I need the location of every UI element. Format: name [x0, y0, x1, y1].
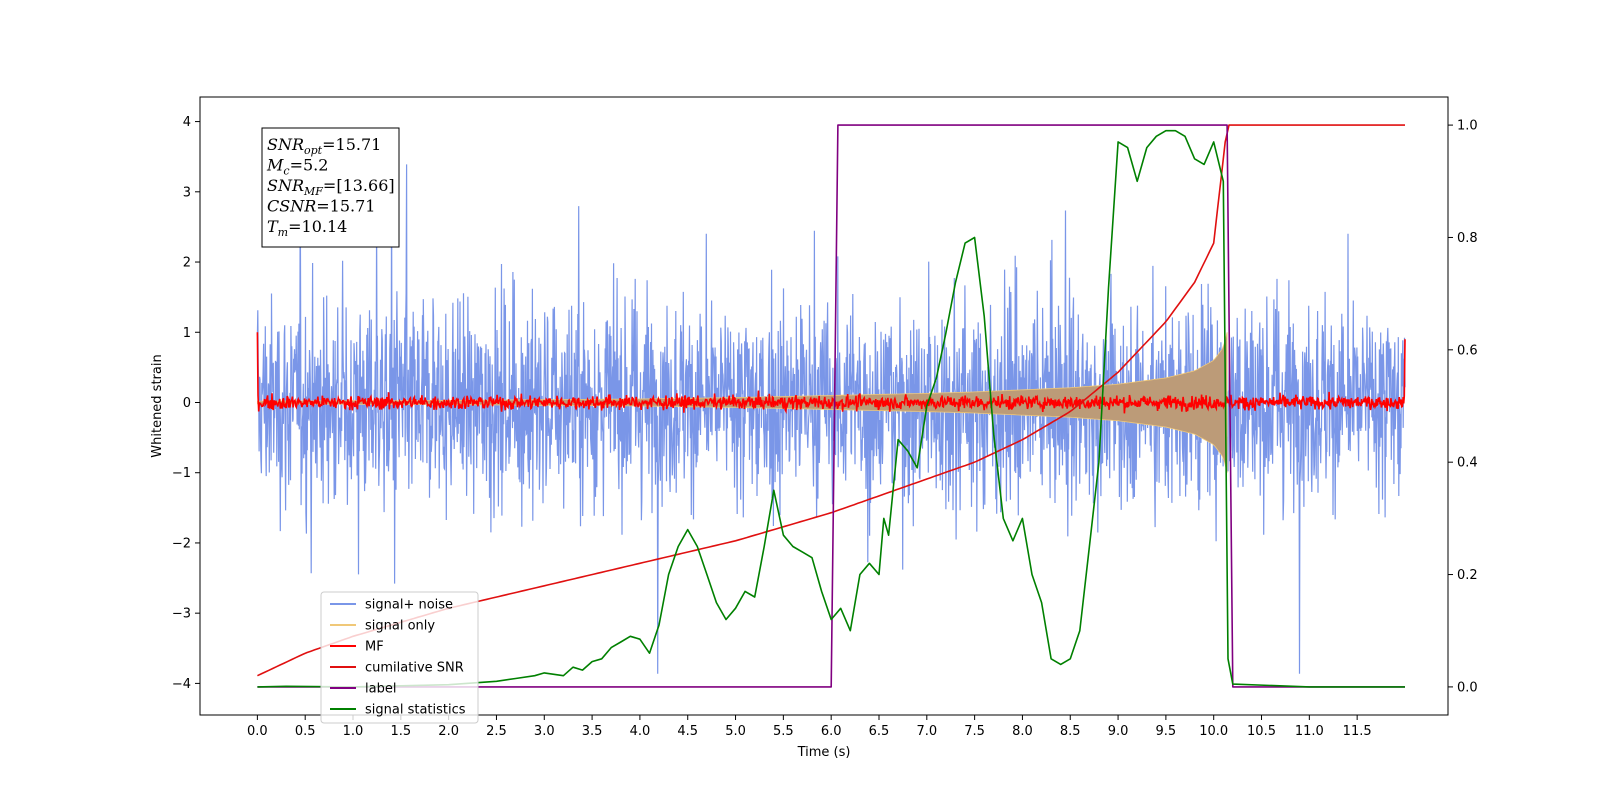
x-tick-label: 9.5: [1156, 724, 1177, 739]
y-right-tick-label: 0.8: [1457, 231, 1478, 246]
y-left-tick-label: 3: [183, 185, 191, 200]
legend-label-signal-only: signal only: [365, 619, 435, 634]
legend: signal+ noise signal only MF cumilative SNR…: [320, 591, 479, 724]
x-tick-label: 4.0: [630, 724, 651, 739]
x-tick-label: 1.0: [343, 724, 364, 739]
y-left-tick-label: −4: [172, 677, 191, 692]
x-tick-label: 7.0: [916, 724, 937, 739]
x-tick-label: 1.5: [390, 724, 411, 739]
annotation-line: SNRMF=[13.66]: [267, 176, 395, 198]
annotation-line: Mc=5.2: [266, 156, 328, 178]
legend-label-cumilative-snr: cumilative SNR: [365, 661, 464, 676]
x-tick-label: 11.5: [1343, 724, 1372, 739]
x-tick-label: 7.5: [964, 724, 985, 739]
annotation-box: SNRopt=15.71Mc=5.2SNRMF=[13.66]CSNR=15.7…: [261, 127, 400, 248]
legend-label-label: label: [365, 682, 396, 697]
y-right-tick-label: 0.4: [1457, 456, 1478, 471]
y-left-tick-label: −3: [172, 607, 191, 622]
series-label: [257, 124, 1405, 688]
y-axis-label: Whitened strain: [150, 354, 165, 457]
annotation-line: SNRopt=15.71: [267, 135, 381, 157]
x-tick-label: 9.0: [1108, 724, 1129, 739]
y-left-tick-label: 4: [183, 115, 191, 130]
annotation-line: Tm=10.14: [267, 217, 347, 239]
plot-frame: [199, 96, 1449, 716]
y-left-tick-label: −1: [172, 466, 191, 481]
y-right-tick-label: 0.2: [1457, 568, 1478, 583]
x-tick-label: 10.5: [1247, 724, 1276, 739]
annotation-frame: [261, 127, 400, 248]
y-right-tick-label: 0.6: [1457, 343, 1478, 358]
legend-label-signal-noise: signal+ noise: [365, 598, 453, 613]
y-left-tick-label: −2: [172, 536, 191, 551]
legend-label-mf: MF: [365, 640, 384, 655]
x-tick-label: 2.5: [486, 724, 507, 739]
x-tick-label: 6.5: [869, 724, 890, 739]
y-left-tick-label: 1: [183, 326, 191, 341]
legend-label-signal-statistics: signal statistics: [365, 703, 466, 718]
x-tick-label: 4.5: [677, 724, 698, 739]
x-tick-label: 2.0: [438, 724, 459, 739]
x-axis-label: Time (s): [797, 745, 851, 760]
x-tick-label: 8.0: [1012, 724, 1033, 739]
series-mf: [256, 332, 1406, 414]
x-tick-label: 5.5: [773, 724, 794, 739]
series-signal-statistics: [257, 129, 1405, 688]
x-tick-label: 3.0: [534, 724, 555, 739]
x-tick-label: 10.0: [1199, 724, 1228, 739]
axes: 0.0 0.5 1.0 1.5 2.0 2.5 3.0 3.5 4.0 4.5 5.0 5.5 6.0 6…: [172, 115, 1478, 739]
y-left-tick-label: 2: [183, 256, 191, 271]
x-tick-label: 0.5: [295, 724, 316, 739]
y-left-tick-label: 0: [183, 396, 191, 411]
y-right-tick-label: 1.0: [1457, 119, 1478, 134]
annotation-line: CSNR=15.71: [267, 197, 375, 216]
x-tick-label: 11.0: [1295, 724, 1324, 739]
x-tick-label: 3.5: [582, 724, 603, 739]
x-tick-label: 0.0: [247, 724, 268, 739]
x-tick-label: 8.5: [1060, 724, 1081, 739]
x-tick-label: 5.0: [725, 724, 746, 739]
y-right-tick-label: 0.0: [1457, 680, 1478, 695]
legend-frame: [320, 591, 479, 724]
x-tick-label: 6.0: [821, 724, 842, 739]
